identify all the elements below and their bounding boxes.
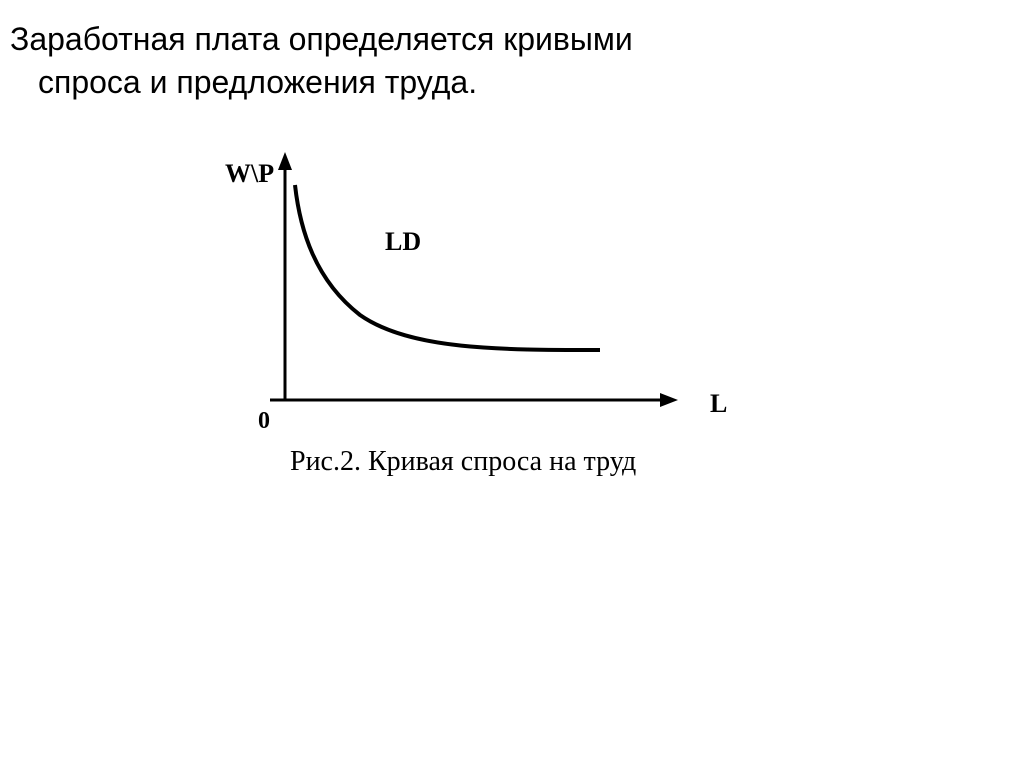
y-axis-label: W\P	[225, 159, 274, 188]
demand-curve	[295, 185, 600, 350]
chart-svg: W\P LD 0 L Рис.2. Кривая спроса на труд	[200, 150, 800, 510]
y-axis-arrow	[278, 152, 292, 170]
curve-label: LD	[385, 227, 421, 256]
heading-line1: Заработная плата определяется кривыми	[10, 21, 633, 57]
page-heading: Заработная плата определяется кривыми сп…	[10, 18, 633, 104]
chart-caption: Рис.2. Кривая спроса на труд	[290, 446, 636, 477]
x-axis-label: L	[710, 389, 727, 418]
origin-label: 0	[258, 408, 270, 434]
heading-line2: спроса и предложения труда.	[10, 61, 633, 104]
x-axis-arrow	[660, 393, 678, 407]
labor-demand-chart: W\P LD 0 L Рис.2. Кривая спроса на труд	[200, 150, 800, 510]
